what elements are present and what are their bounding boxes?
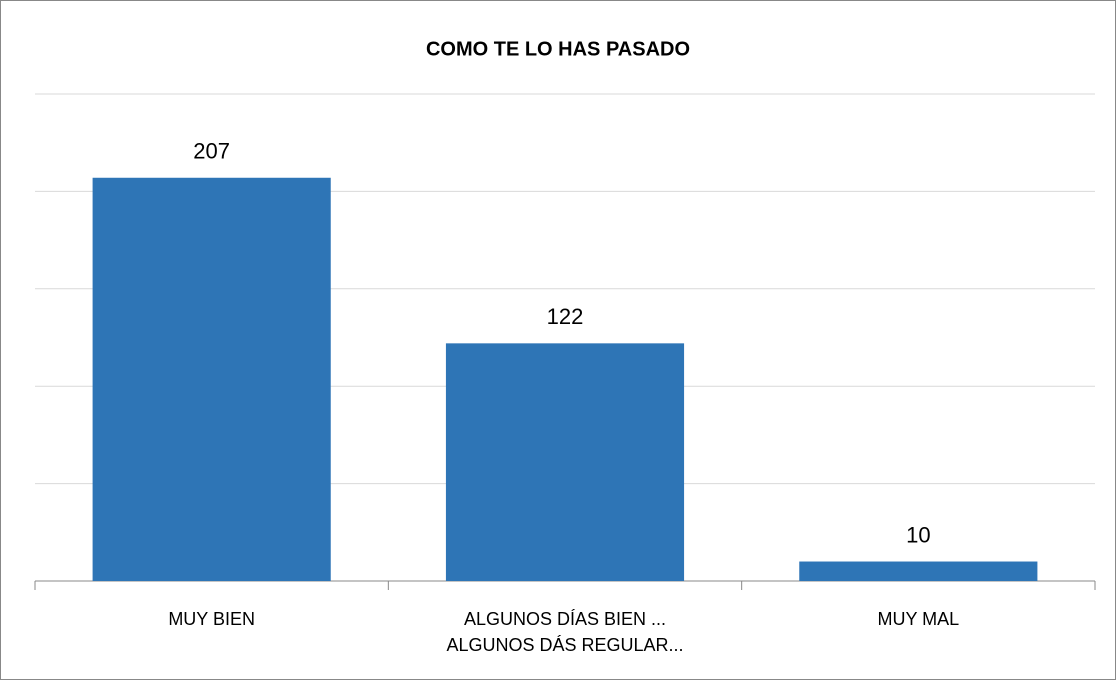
chart-title: COMO TE LO HAS PASADO: [426, 38, 690, 60]
data-label: 207: [193, 139, 230, 164]
data-label: 122: [547, 304, 584, 329]
x-tick-label: ALGUNOS DÍAS BIEN ... ALGUNOS DÁS REGULA…: [446, 609, 684, 655]
bar: [799, 561, 1038, 581]
x-tick-label: MUY MAL: [877, 609, 960, 629]
bar: [92, 177, 331, 581]
data-label: 10: [906, 522, 930, 547]
x-tick-label: MUY BIEN: [168, 609, 255, 629]
bar: [445, 343, 685, 581]
